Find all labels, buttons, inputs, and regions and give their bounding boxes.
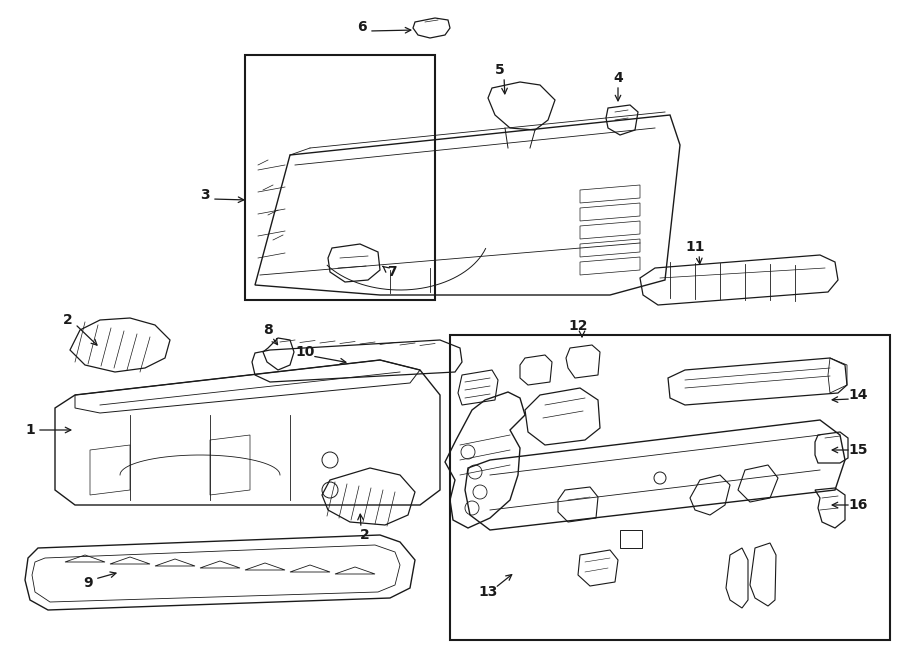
Text: 9: 9	[83, 576, 93, 590]
Text: 2: 2	[360, 528, 370, 542]
Text: 16: 16	[849, 498, 868, 512]
Text: 5: 5	[495, 63, 505, 77]
Text: 3: 3	[200, 188, 210, 202]
Text: 10: 10	[295, 345, 315, 359]
Text: 15: 15	[848, 443, 868, 457]
Text: 12: 12	[568, 319, 588, 333]
Bar	[450, 335, 890, 640]
Bar	[620, 530, 642, 548]
Text: 8: 8	[263, 323, 273, 337]
Text: 2: 2	[63, 313, 73, 327]
Bar	[245, 55, 435, 300]
Text: 6: 6	[357, 20, 367, 34]
Text: 11: 11	[685, 240, 705, 254]
Text: 4: 4	[613, 71, 623, 85]
Text: 7: 7	[387, 265, 397, 279]
Text: 14: 14	[848, 388, 868, 402]
Text: 1: 1	[25, 423, 35, 437]
Text: 13: 13	[478, 585, 498, 599]
